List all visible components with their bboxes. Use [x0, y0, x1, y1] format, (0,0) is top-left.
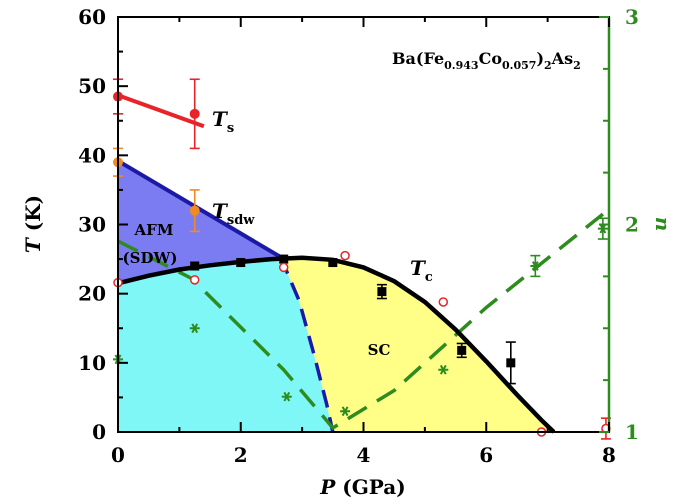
- tc-label: Tc: [410, 256, 433, 285]
- data-point-n: [438, 364, 449, 375]
- y-tick-label: 0: [92, 420, 106, 444]
- y2-tick-label: 2: [625, 213, 639, 237]
- tsdw-label: Tsdw: [212, 199, 255, 228]
- region-label-sc: SC: [368, 341, 391, 359]
- region-label-sdw: (SDW): [123, 249, 178, 267]
- data-point-tc-filled: [457, 345, 467, 355]
- y2-tick-label: 1: [625, 420, 639, 444]
- y-tick-label: 50: [78, 74, 106, 98]
- data-point-n: [530, 261, 541, 271]
- x-tick-label: 6: [479, 443, 493, 467]
- afm-boundary-dashed-line: [278, 256, 335, 433]
- data-point-tc-open: [438, 297, 449, 307]
- ts-fit-line: [117, 93, 205, 129]
- data-point-tc-open: [340, 250, 350, 261]
- data-point-tsdw: [189, 205, 200, 216]
- x-axis-label: P (GPa): [319, 475, 405, 499]
- data-point-tc-filled: [506, 358, 516, 368]
- region-label-afm: AFM: [134, 221, 174, 239]
- ts-label: Ts: [212, 107, 234, 136]
- compound-label: Ba(Fe0.943Co0.057)2As2: [392, 49, 581, 72]
- data-point-tc-filled: [279, 254, 289, 264]
- data-point-n: [597, 223, 608, 234]
- y2-axis-label: n: [651, 217, 675, 232]
- y-axis-label: T (K): [21, 195, 45, 253]
- plot-area: [113, 78, 611, 440]
- x-tick-label: 8: [602, 443, 616, 467]
- data-point-tc-filled: [190, 261, 200, 271]
- y-tick-label: 40: [78, 143, 106, 167]
- data-point-tc-filled: [328, 258, 338, 268]
- data-point-n: [189, 323, 200, 334]
- y-tick-label: 60: [78, 5, 106, 29]
- data-point-n: [340, 406, 351, 417]
- data-point-ts: [189, 108, 200, 119]
- axes-layer: 0 2 4 6 8 0 10 20 30 40 50 60 1 2 3: [78, 5, 639, 467]
- data-point-n: [281, 391, 292, 402]
- y-tick-label: 20: [78, 282, 106, 306]
- x-tick-label: 0: [111, 443, 125, 467]
- data-point-tc-open: [278, 262, 289, 273]
- x-tick-label: 4: [357, 443, 371, 467]
- region-cyan: [118, 257, 333, 432]
- y-tick-label: 30: [78, 213, 106, 237]
- y2-tick-label: 3: [625, 5, 639, 29]
- region-afm: [118, 160, 281, 284]
- x-tick-label: 2: [234, 443, 248, 467]
- y-tick-label: 10: [78, 351, 106, 375]
- region-sc: [280, 257, 554, 432]
- data-point-tc-filled: [236, 258, 246, 268]
- data-point-tc-open: [189, 275, 200, 285]
- data-point-tc-filled: [377, 287, 387, 297]
